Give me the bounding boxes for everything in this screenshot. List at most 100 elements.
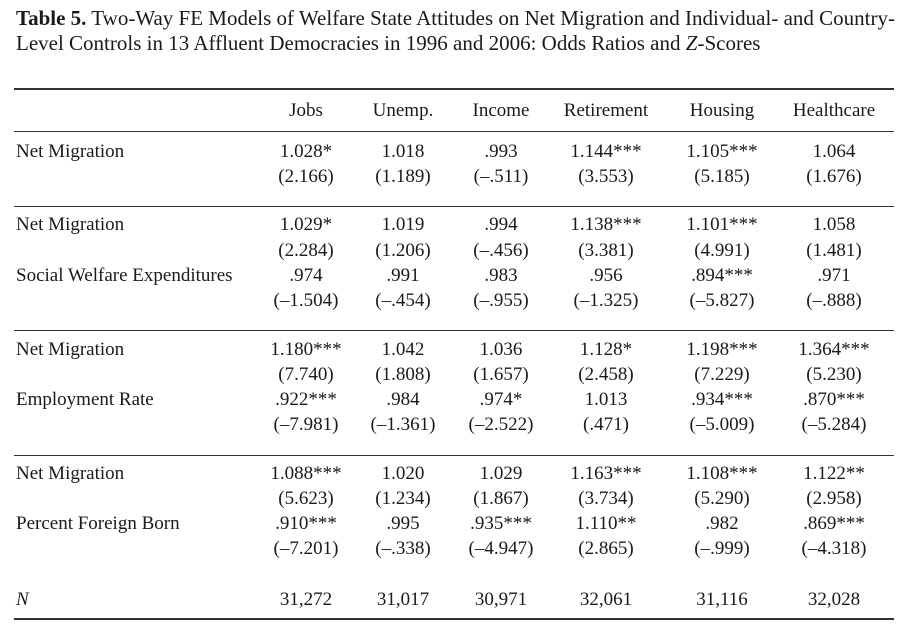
- table-cell-jobs: (–1.504): [273, 290, 339, 311]
- table-cell-income: (1.657): [473, 364, 529, 385]
- table-cell-healthcare: (5.230): [806, 364, 862, 385]
- block-rule-3: [14, 455, 894, 456]
- table-cell-unemp: 1.042: [381, 339, 425, 360]
- table-cell-unemp: .984: [386, 389, 420, 410]
- table-cell-retirement: (2.865): [578, 538, 634, 559]
- table-cell-unemp: (1.206): [375, 240, 431, 261]
- table-cell-jobs: 1.088***: [270, 463, 342, 484]
- table-cell-housing: (5.290): [694, 488, 750, 509]
- table-cell-jobs: (7.740): [278, 364, 334, 385]
- table-cell-housing: 1.105***: [686, 141, 758, 162]
- table-cell-income: (1.867): [473, 488, 529, 509]
- table-cell-unemp: .991: [386, 265, 420, 286]
- table-cell-housing: (–5.009): [689, 414, 755, 435]
- table-cell-unemp: (1.189): [375, 166, 431, 187]
- table-cell-healthcare: (–4.318): [801, 538, 867, 559]
- header-rule: [14, 131, 894, 132]
- table-cell-jobs: (–7.201): [273, 538, 339, 559]
- table-cell-housing: 1.108***: [686, 463, 758, 484]
- row-label: Net Migration: [16, 463, 125, 484]
- table-label: Table 5.: [16, 6, 87, 30]
- table-cell-healthcare: .870***: [803, 389, 865, 410]
- table-cell-housing: 1.198***: [686, 339, 758, 360]
- table-cell-healthcare: .869***: [803, 513, 865, 534]
- table-cell-jobs: (–7.981): [273, 414, 339, 435]
- row-label: Employment Rate: [16, 389, 154, 410]
- table-cell-retirement: 1.163***: [570, 463, 642, 484]
- table-cell-unemp: (–.454): [375, 290, 431, 311]
- row-label: Social Welfare Expenditures: [16, 265, 233, 286]
- table-title: Two-Way FE Models of Welfare State Attit…: [16, 6, 895, 55]
- table-cell-retirement: (3.734): [578, 488, 634, 509]
- table-cell-housing: (4.991): [694, 240, 750, 261]
- table-cell-healthcare: .971: [817, 265, 851, 286]
- table-cell-retirement: (2.458): [578, 364, 634, 385]
- table-cell-healthcare: 1.122**: [803, 463, 865, 484]
- table-cell-retirement: (3.553): [578, 166, 634, 187]
- column-header-housing: Housing: [689, 100, 755, 121]
- table-cell-retirement: 1.138***: [570, 214, 642, 235]
- table-cell-retirement: (3.381): [578, 240, 634, 261]
- table-cell-unemp: (–1.361): [370, 414, 436, 435]
- table-cell-healthcare: (2.958): [806, 488, 862, 509]
- table-cell-unemp: (1.808): [375, 364, 431, 385]
- table-cell-jobs: .910***: [275, 513, 337, 534]
- table-cell-income: 30,971: [474, 589, 528, 610]
- table-cell-retirement: 1.013: [584, 389, 628, 410]
- column-header-jobs: Jobs: [289, 100, 323, 121]
- table-cell-housing: 31,116: [696, 589, 748, 610]
- table-cell-healthcare: (–.888): [806, 290, 862, 311]
- top-rule: [14, 88, 894, 90]
- table-cell-housing: .934***: [691, 389, 753, 410]
- table-cell-healthcare: (1.676): [806, 166, 862, 187]
- table-cell-retirement: (.471): [583, 414, 629, 435]
- table-title-italic: Z: [685, 30, 698, 55]
- block-rule-2: [14, 330, 894, 331]
- table-cell-housing: (–5.827): [689, 290, 755, 311]
- table-cell-income: (–2.522): [468, 414, 534, 435]
- table-cell-unemp: 1.020: [381, 463, 425, 484]
- table-cell-unemp: (–.338): [375, 538, 431, 559]
- table-cell-jobs: .974: [289, 265, 323, 286]
- table-cell-retirement: (–1.325): [573, 290, 639, 311]
- table-cell-income: 1.036: [479, 339, 523, 360]
- table-cell-jobs: 1.180***: [270, 339, 342, 360]
- table-cell-jobs: 1.028*: [279, 141, 333, 162]
- table-cell-housing: (5.185): [694, 166, 750, 187]
- table-cell-jobs: (2.166): [278, 166, 334, 187]
- block-rule-1: [14, 206, 894, 207]
- table-cell-jobs: 31,272: [279, 589, 333, 610]
- table-cell-unemp: .995: [386, 513, 420, 534]
- table-cell-housing: .894***: [691, 265, 753, 286]
- table-cell-retirement: 1.144***: [570, 141, 642, 162]
- table-cell-income: (–.511): [473, 166, 529, 187]
- table-cell-unemp: 1.019: [381, 214, 425, 235]
- row-label: Net Migration: [16, 339, 125, 360]
- table-cell-retirement: .956: [589, 265, 623, 286]
- table-cell-jobs: (2.284): [278, 240, 334, 261]
- table-cell-healthcare: 1.064: [812, 141, 856, 162]
- table-cell-housing: 1.101***: [686, 214, 758, 235]
- table-cell-income: .935***: [470, 513, 532, 534]
- table-cell-income: .994: [484, 214, 518, 235]
- table-cell-retirement: 1.128*: [579, 339, 633, 360]
- row-label: Net Migration: [16, 141, 125, 162]
- table-cell-healthcare: 1.364***: [798, 339, 870, 360]
- table-cell-jobs: .922***: [275, 389, 337, 410]
- table-cell-healthcare: (1.481): [806, 240, 862, 261]
- row-label: Percent Foreign Born: [16, 513, 180, 534]
- table-cell-housing: (–.999): [694, 538, 750, 559]
- column-header-retirement: Retirement: [563, 100, 649, 121]
- column-header-healthcare: Healthcare: [792, 100, 876, 121]
- table-cell-unemp: 1.018: [381, 141, 425, 162]
- column-header-income: Income: [472, 100, 530, 121]
- row-label: N: [16, 589, 29, 610]
- table-cell-income: (–.456): [473, 240, 529, 261]
- table-cell-income: .993: [484, 141, 518, 162]
- table-cell-healthcare: 32,028: [807, 589, 861, 610]
- table-cell-healthcare: 1.058: [812, 214, 856, 235]
- table-title-end: -Scores: [697, 30, 761, 55]
- table-cell-jobs: (5.623): [278, 488, 334, 509]
- table-cell-retirement: 1.110**: [575, 513, 637, 534]
